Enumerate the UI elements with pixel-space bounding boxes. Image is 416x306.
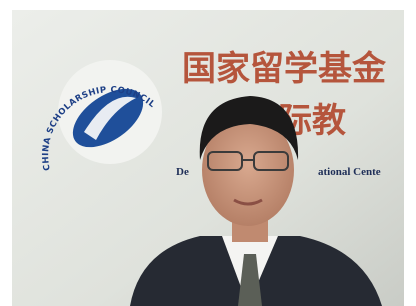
page: {"sign": {"title_line1": "国家留学基金", "titl… xyxy=(0,0,416,306)
photo: CHINA SCHOLARSHIP COUNCIL 国家留学基金 国际教 De … xyxy=(0,0,416,306)
sign-subtitle-left: De xyxy=(176,166,189,178)
sign-subtitle-right: ational Cente xyxy=(318,166,381,178)
sign-title-1: 国家留学基金 xyxy=(182,49,387,89)
